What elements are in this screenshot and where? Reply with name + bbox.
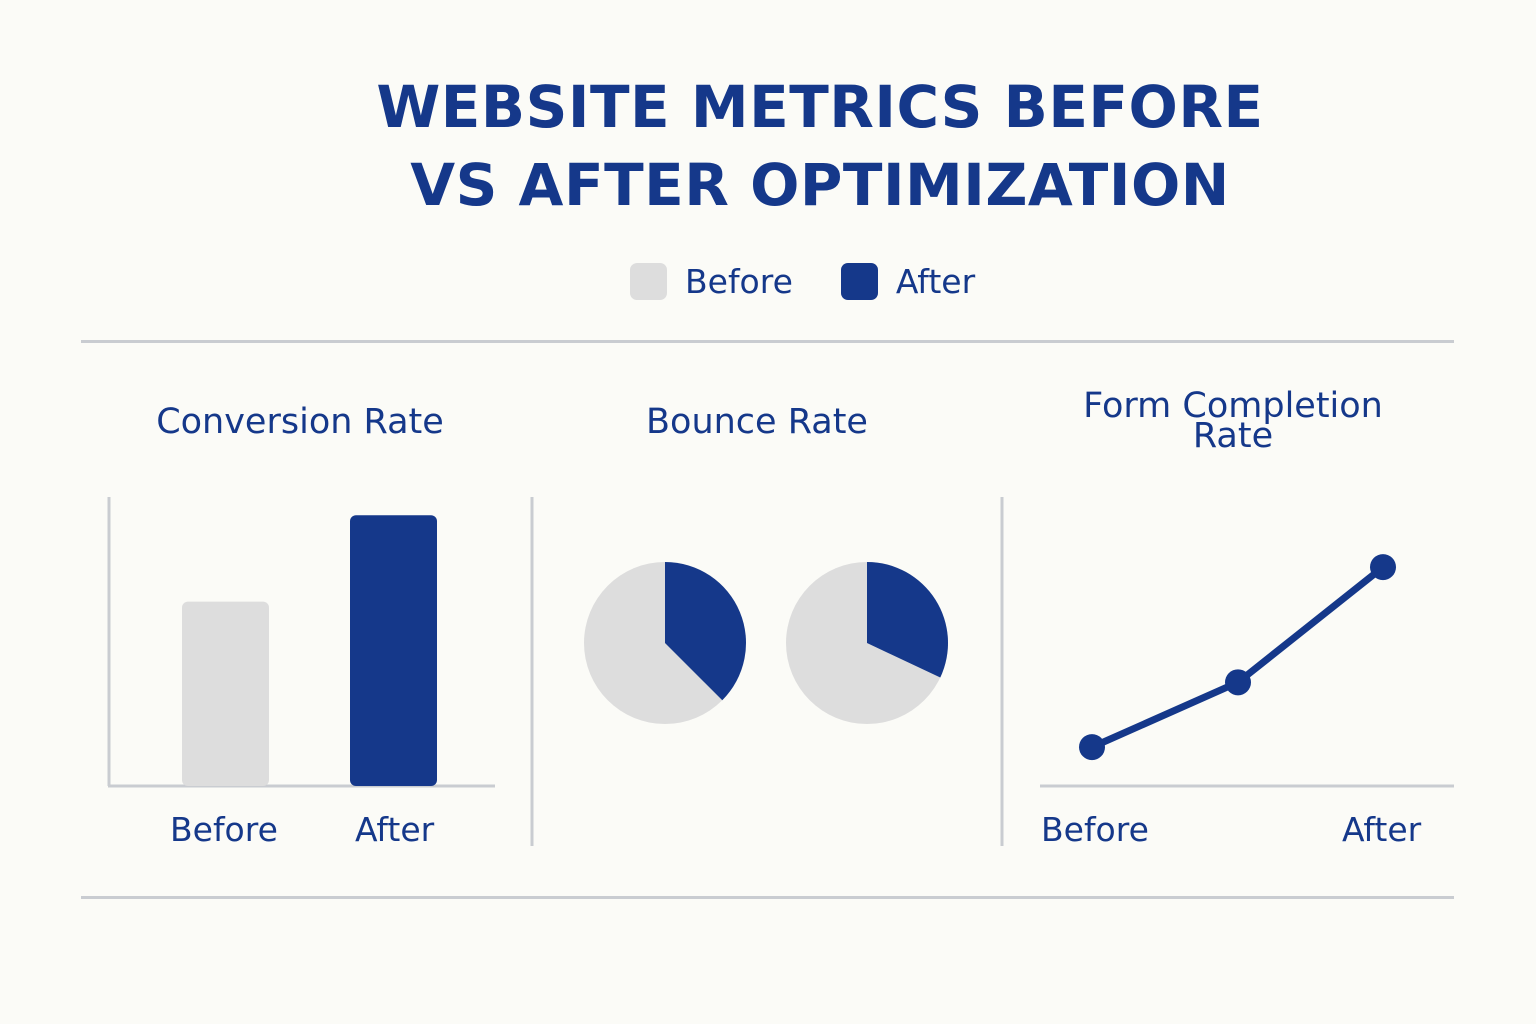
line-point-2 [1370,554,1396,581]
panel-title-form: Form Completion Rate [1033,386,1433,456]
title-line-2: VS AFTER OPTIMIZATION [410,151,1230,219]
bar-tick-after: After [355,810,435,849]
legend-swatch-before [630,263,667,300]
bar-after [350,515,437,786]
legend: Before After [630,262,1023,301]
line-tick-before: Before [1041,810,1149,849]
title-line-1: WEBSITE METRICS BEFORE [376,73,1264,141]
chart-title: WEBSITE METRICS BEFORE VS AFTER OPTIMIZA… [0,68,1536,224]
panel-title-form-line1: Form Completion [1083,386,1383,426]
line-series [1090,564,1386,751]
bottom-divider [81,896,1454,899]
panel-title-form-line2: Rate [1192,416,1274,456]
panel-title-conversion: Conversion Rate [156,402,444,442]
pie-before-slice [665,562,747,701]
pie-after-slice [867,562,949,678]
bar-before [182,601,269,786]
top-divider [81,340,1454,343]
panel-title-bounce: Bounce Rate [646,402,868,442]
legend-item-after: After [840,262,976,301]
legend-label-after: After [895,262,976,301]
legend-item-before: Before [630,262,793,301]
legend-swatch-after [840,263,878,300]
line-point-1 [1225,669,1251,696]
line-point-0 [1079,734,1105,761]
legend-label-before: Before [685,262,793,301]
line-tick-after: After [1342,810,1422,849]
bar-tick-before: Before [170,810,278,849]
